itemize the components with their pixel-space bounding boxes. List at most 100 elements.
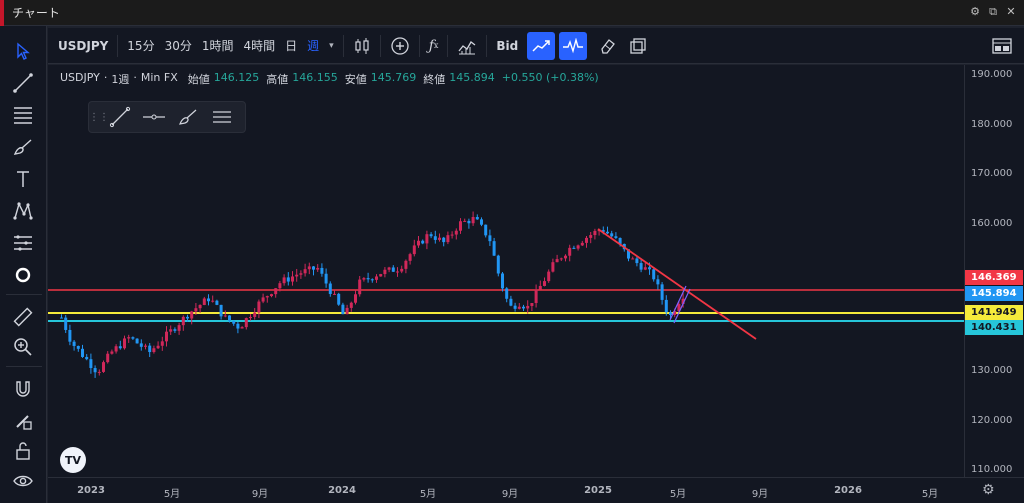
candle-body: [454, 230, 458, 235]
candle-body: [488, 235, 492, 242]
candle-body: [505, 288, 509, 299]
eye-icon[interactable]: [8, 468, 38, 494]
timeframe-1h-button[interactable]: 1時間: [201, 39, 234, 53]
tradingview-logo: TV: [60, 447, 86, 473]
trend-line-tool-icon[interactable]: [103, 103, 137, 131]
axis-settings-icon[interactable]: ⚙: [982, 482, 995, 498]
timeframe-4h-button[interactable]: 4時間: [243, 39, 276, 53]
drag-handle-icon[interactable]: ⋮⋮: [89, 111, 109, 123]
candle-body: [614, 236, 618, 238]
templates-icon[interactable]: [452, 32, 482, 60]
candle-body: [316, 267, 320, 270]
candle-body: [215, 300, 219, 305]
magnet-icon[interactable]: [8, 376, 38, 402]
candle-body: [198, 304, 202, 309]
timeframe-30m-button[interactable]: 30分: [164, 39, 192, 53]
candle-body: [404, 260, 408, 269]
candle-body: [144, 345, 147, 347]
measure-lines-icon[interactable]: [8, 230, 38, 256]
candle-body: [509, 298, 513, 306]
chart-canvas[interactable]: [48, 65, 964, 477]
candle-body: [114, 346, 118, 352]
brush-icon[interactable]: [8, 134, 38, 160]
close-value: 145.894: [449, 71, 495, 84]
lock-drawing-icon[interactable]: [8, 408, 38, 434]
text-icon[interactable]: [8, 166, 38, 192]
candle-body: [207, 298, 210, 302]
duplicate-icon[interactable]: [623, 32, 653, 60]
candle-body: [349, 302, 353, 308]
chart-pane[interactable]: USDJPY · 1週 · Min FX 始値 146.125 高値 146.155…: [48, 65, 964, 477]
toolbar-divider: [117, 34, 119, 57]
timeframe-day-button[interactable]: 日: [285, 39, 298, 53]
candle-body: [559, 258, 563, 260]
timeframe-week-button[interactable]: 週: [307, 39, 320, 53]
pulse-icon[interactable]: [559, 31, 588, 60]
price-label: 160.000: [971, 218, 1013, 229]
candle-body: [223, 315, 227, 317]
candle-body: [202, 298, 206, 305]
brush-tool-icon[interactable]: [171, 103, 205, 131]
candle-body: [295, 274, 299, 277]
toolbar-divider: [342, 34, 344, 57]
timeframe-15m-button[interactable]: 15分: [127, 39, 155, 53]
candle-body: [274, 288, 278, 295]
candle-body: [669, 312, 672, 315]
candle-body: [228, 315, 231, 321]
candle-body: [387, 267, 391, 270]
circle-icon[interactable]: [8, 262, 38, 288]
candles-icon[interactable]: [348, 32, 376, 60]
toolbar-divider: [418, 34, 420, 57]
bid-ask-button[interactable]: Bid: [496, 38, 519, 53]
pattern-icon[interactable]: [8, 198, 38, 224]
time-axis[interactable]: 2023 5月 9月 2024 5月 9月 2025 5月 9月 2026 5月…: [48, 477, 1024, 503]
horizontal-ray-icon[interactable]: [137, 103, 171, 131]
last-price-badge: 145.894: [965, 286, 1023, 301]
candle-body: [219, 304, 223, 317]
fib-lines-icon[interactable]: [8, 102, 38, 128]
candle-body: [446, 235, 450, 243]
layout-icon[interactable]: [986, 32, 1018, 60]
channel-line: [669, 285, 687, 321]
candle-body: [257, 301, 261, 313]
settings-icon[interactable]: ⚙: [970, 5, 980, 18]
candle-body: [312, 266, 315, 270]
unlock-icon[interactable]: [8, 438, 38, 464]
time-label: 2026: [834, 485, 862, 496]
candle-body: [450, 234, 454, 236]
cursor-icon[interactable]: [8, 38, 38, 64]
chevron-down-icon[interactable]: ▾: [329, 40, 334, 51]
legend-symbol: USDJPY: [60, 71, 100, 84]
candle-body: [240, 327, 244, 329]
popout-icon[interactable]: ⧉: [989, 5, 997, 18]
candle-body: [123, 338, 126, 349]
close-icon[interactable]: ✕: [1006, 5, 1016, 18]
add-compare-icon[interactable]: [385, 32, 415, 60]
candle-body: [652, 269, 656, 280]
candle-body: [442, 237, 446, 243]
trend-line-icon[interactable]: [8, 70, 38, 96]
candle-body: [341, 304, 345, 315]
candle-body: [467, 220, 471, 224]
candle-body: [265, 296, 269, 298]
close-label: 終値: [423, 73, 446, 86]
lines-tool-icon[interactable]: [205, 103, 239, 131]
candle-body: [564, 255, 567, 259]
eraser-icon[interactable]: [593, 32, 623, 60]
symbol-search-button[interactable]: USDJPY: [58, 38, 109, 53]
zoom-in-icon[interactable]: [8, 334, 38, 360]
time-label: 5月: [921, 489, 939, 500]
ruler-icon[interactable]: [8, 304, 38, 330]
candle-body: [648, 267, 651, 270]
legend-source: Min FX: [140, 71, 178, 84]
red-line-price-badge: 146.369: [965, 270, 1023, 285]
open-value: 146.125: [213, 71, 260, 84]
trend-chart-icon[interactable]: [527, 31, 556, 60]
candle-body: [538, 285, 542, 290]
candle-body: [601, 230, 605, 232]
price-axis[interactable]: 190.000 180.000 170.000 160.000 130.000 …: [964, 65, 1024, 477]
candle-body: [585, 237, 588, 243]
candle-body: [194, 308, 198, 312]
candle-body: [366, 278, 370, 280]
